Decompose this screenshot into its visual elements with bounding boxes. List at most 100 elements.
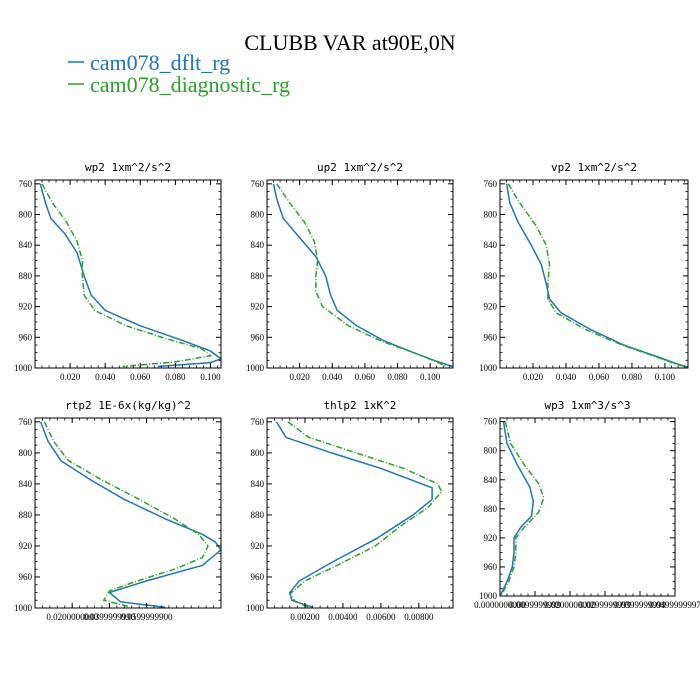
- y-tick-label: 840: [251, 479, 265, 489]
- y-tick-label: 800: [19, 210, 33, 220]
- panel-frame: [34, 179, 222, 369]
- series-line-diagnostic: [43, 421, 209, 608]
- panel-title: rtp2 1E-6x(kg/kg)^2: [65, 399, 191, 412]
- y-tick-label: 1000: [14, 363, 33, 373]
- panel-title: wp2 1xm^2/s^2: [85, 161, 171, 174]
- x-tick-label: 0.080: [165, 372, 186, 382]
- y-tick-label: 960: [484, 332, 498, 342]
- panel-5: thlp2 1xK^2 760 800 840 880 920 960 1000 0.00200…: [246, 399, 454, 622]
- legend-label-diagnostic: cam078_diagnostic_rg: [90, 72, 290, 97]
- y-tick-label: 920: [251, 302, 265, 312]
- y-tick-label: 840: [251, 240, 265, 250]
- y-tick-label: 1000: [246, 363, 265, 373]
- y-tick-label: 760: [251, 179, 265, 189]
- x-tick-label: 0.100: [200, 372, 221, 382]
- x-tick-label: 0.080: [622, 372, 643, 382]
- y-tick-label: 960: [251, 572, 265, 582]
- panels-container: wp2 1xm^2/s^2 760 800 840 880 920 960 1000 0.020…: [14, 161, 700, 622]
- y-tick-label: 1000: [479, 363, 498, 373]
- y-tick-label: 960: [19, 332, 33, 342]
- series-line-diagnostic: [41, 183, 213, 368]
- y-tick-label: 800: [484, 446, 498, 456]
- x-tick-label: 0.0599999900: [121, 612, 173, 622]
- x-tick-label: 0.040: [556, 372, 577, 382]
- panel-2: up2 1xm^2/s^2 760 800 840 880 920 960 1000 0.020…: [246, 161, 454, 382]
- x-tick-label: 0.0200000000: [46, 612, 98, 622]
- series-line-diagnostic: [287, 421, 443, 608]
- x-tick-label: 0.0499999997: [649, 600, 700, 610]
- panel-frame: [34, 417, 222, 609]
- x-tick-label: 0.00200: [290, 612, 320, 622]
- y-tick-label: 880: [484, 271, 498, 281]
- y-tick-label: 1000: [246, 603, 265, 613]
- x-tick-label: 0.060: [589, 372, 610, 382]
- panel-frame: [499, 417, 676, 597]
- y-tick-label: 1000: [14, 603, 33, 613]
- y-tick-label: 880: [251, 510, 265, 520]
- series-line-diagnostic: [276, 183, 447, 368]
- y-tick-label: 800: [19, 448, 33, 458]
- legend-label-dflt: cam078_dflt_rg: [90, 50, 230, 75]
- y-tick-label: 760: [251, 417, 265, 427]
- panel-title: thlp2 1xK^2: [324, 399, 397, 412]
- y-tick-label: 760: [19, 179, 33, 189]
- y-tick-label: 760: [19, 417, 33, 427]
- panel-title: wp3 1xm^3/s^3: [544, 399, 630, 412]
- y-tick-label: 920: [484, 302, 498, 312]
- y-tick-label: 1000: [479, 591, 498, 601]
- series-line-diagnostic: [500, 421, 545, 596]
- x-tick-label: 0.060: [355, 372, 376, 382]
- x-tick-label: 0.0000000000: [474, 600, 526, 610]
- series-line-dflt: [39, 421, 221, 608]
- x-tick-label: 0.00600: [366, 612, 396, 622]
- panel-1: wp2 1xm^2/s^2 760 800 840 880 920 960 1000 0.020…: [14, 161, 222, 382]
- panel-title: vp2 1xm^2/s^2: [551, 161, 637, 174]
- y-tick-label: 960: [484, 562, 498, 572]
- x-tick-label: 0.0200000000: [544, 600, 596, 610]
- panel-3: vp2 1xm^2/s^2 760 800 840 880 920 960 1000 0.020…: [479, 161, 689, 382]
- series-line-dflt: [39, 183, 221, 368]
- x-tick-label: 0.020: [290, 372, 311, 382]
- y-tick-label: 880: [19, 510, 33, 520]
- y-tick-label: 840: [19, 479, 33, 489]
- y-tick-label: 800: [251, 210, 265, 220]
- y-tick-label: 840: [19, 240, 33, 250]
- x-tick-label: 0.0399999999: [614, 600, 666, 610]
- y-tick-label: 920: [19, 541, 33, 551]
- panel-frame: [499, 179, 689, 369]
- panel-4: rtp2 1E-6x(kg/kg)^2 760 800 840 880 920 960 100…: [14, 399, 222, 622]
- series-line-dflt: [505, 183, 688, 368]
- y-tick-label: 880: [19, 271, 33, 281]
- panel-title: up2 1xm^2/s^2: [317, 161, 403, 174]
- x-tick-label: 0.080: [387, 372, 408, 382]
- x-tick-label: 0.0299999999: [579, 600, 631, 610]
- y-tick-label: 880: [251, 271, 265, 281]
- y-tick-label: 800: [251, 448, 265, 458]
- figure-title: CLUBB VAR at90E,0N: [244, 30, 455, 55]
- y-tick-label: 760: [484, 179, 498, 189]
- series-line-dflt: [500, 421, 535, 596]
- x-tick-label: 0.100: [420, 372, 441, 382]
- y-tick-label: 760: [484, 417, 498, 427]
- series-line-diagnostic: [507, 183, 687, 368]
- y-tick-label: 920: [19, 302, 33, 312]
- y-tick-label: 840: [484, 240, 498, 250]
- series-line-dflt: [272, 183, 453, 368]
- y-tick-label: 920: [484, 533, 498, 543]
- panel-frame: [266, 417, 454, 609]
- legend: cam078_dflt_rg cam078_diagnostic_rg: [68, 50, 290, 97]
- x-tick-label: 0.100: [655, 372, 676, 382]
- x-tick-label: 0.060: [130, 372, 151, 382]
- y-tick-label: 920: [251, 541, 265, 551]
- x-tick-label: 0.040: [322, 372, 343, 382]
- panel-frame: [266, 179, 454, 369]
- x-tick-label: 0.0099999999: [509, 600, 561, 610]
- x-tick-label: 0.00800: [404, 612, 434, 622]
- panel-6: wp3 1xm^3/s^3 760 800 840 880 920 960 10000.000…: [474, 399, 700, 610]
- x-tick-label: 0.020: [60, 372, 81, 382]
- series-line-dflt: [275, 421, 433, 608]
- x-tick-label: 0.0399999990: [84, 612, 136, 622]
- x-tick-label: 0.00400: [328, 612, 358, 622]
- y-tick-label: 840: [484, 475, 498, 485]
